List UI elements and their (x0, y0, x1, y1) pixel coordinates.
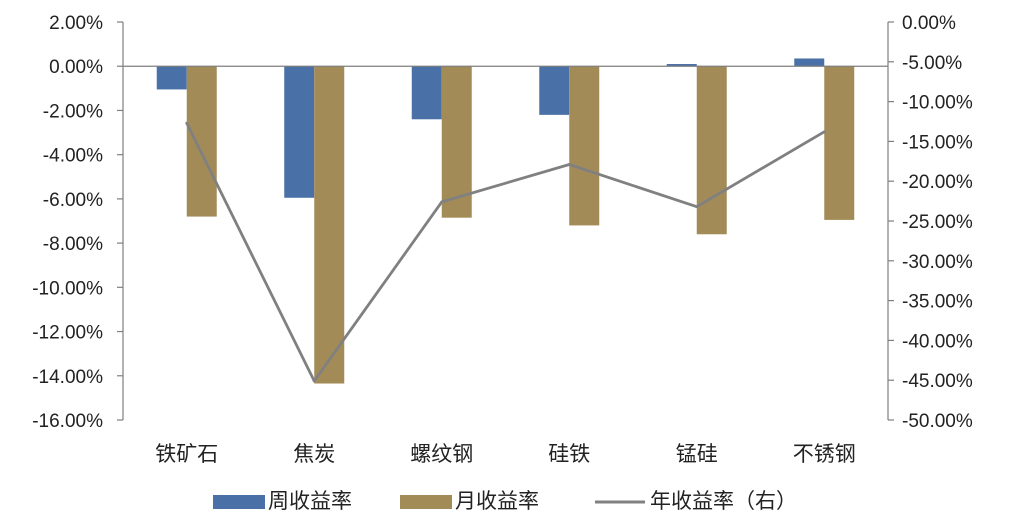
right-tick-label: -5.00% (902, 53, 962, 74)
line-series-group (185, 121, 826, 383)
left-tick-label: -2.00% (43, 101, 103, 122)
right-tick-label: -35.00% (902, 292, 973, 313)
right-tick-label: -50.00% (902, 411, 973, 432)
right-tick-label: 0.00% (902, 13, 956, 34)
left-tick-label: -14.00% (32, 367, 103, 388)
bar-monthly (314, 66, 345, 384)
legend-swatch (400, 495, 452, 509)
legend-label: 月收益率 (455, 489, 539, 513)
right-tick-label: -45.00% (902, 371, 973, 392)
x-axis-labels: 铁矿石 焦炭 螺纹钢 硅铁 锰硅 不锈钢 (155, 442, 856, 466)
annual-return-point (695, 205, 699, 209)
legend-label: 周收益率 (268, 489, 352, 513)
right-tick-label: -25.00% (902, 212, 973, 233)
left-tick-label: -10.00% (32, 278, 103, 299)
x-tick-label: 铁矿石 (155, 442, 218, 466)
right-tick-label: -10.00% (902, 93, 973, 114)
bar-monthly (824, 66, 855, 220)
annual-return-point (185, 121, 189, 125)
x-tick-label: 焦炭 (293, 442, 335, 466)
legend-swatch (213, 495, 265, 509)
right-y-axis: 0.00% -5.00% -10.00% -15.00% -20.00% -25.00% -… (887, 13, 973, 432)
bar-weekly (666, 64, 697, 67)
bar-weekly (156, 66, 187, 90)
bar-weekly (794, 58, 825, 67)
left-tick-label: -8.00% (43, 234, 103, 255)
bar-monthly (441, 66, 472, 218)
bar-weekly (284, 66, 315, 198)
right-tick-label: -20.00% (902, 172, 973, 193)
legend-label: 年收益率（右） (650, 489, 797, 513)
right-tick-label: -15.00% (902, 132, 973, 153)
bar-monthly (186, 66, 217, 217)
x-tick-label: 不锈钢 (793, 442, 856, 466)
annual-return-point (312, 379, 316, 383)
annual-return-point (440, 200, 444, 204)
left-tick-label: -16.00% (32, 411, 103, 432)
annual-return-point (822, 130, 826, 134)
bars-group (156, 58, 855, 384)
left-tick-label: 0.00% (49, 57, 103, 78)
left-tick-label: 2.00% (49, 13, 103, 34)
left-y-axis: 2.00% 0.00% -2.00% -4.00% -6.00% -8.00% -10.00… (32, 13, 124, 432)
bar-monthly (696, 66, 727, 235)
right-tick-label: -30.00% (902, 252, 973, 273)
annual-return-line (185, 122, 825, 383)
bar-monthly (569, 66, 600, 226)
left-tick-label: -4.00% (43, 146, 103, 167)
x-tick-label: 锰硅 (676, 442, 718, 466)
x-tick-label: 硅铁 (548, 442, 590, 466)
bar-weekly (411, 66, 442, 120)
left-tick-label: -12.00% (32, 323, 103, 344)
legend: 周收益率 月收益率 年收益率（右） (213, 489, 797, 513)
right-tick-label: -40.00% (902, 331, 973, 352)
x-tick-label: 螺纹钢 (410, 442, 473, 466)
left-tick-label: -6.00% (43, 190, 103, 211)
bar-weekly (539, 66, 570, 115)
annual-return-point (567, 163, 571, 166)
